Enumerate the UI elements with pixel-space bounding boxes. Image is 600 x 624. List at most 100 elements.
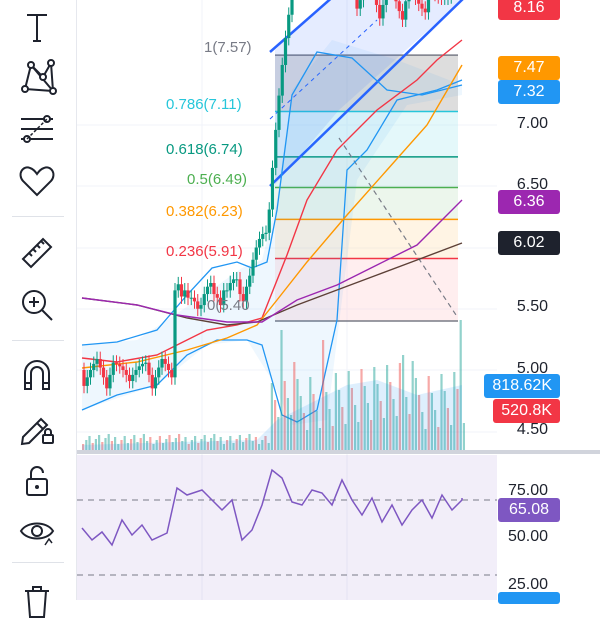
candle-body [190,298,193,299]
lock-drawing-tool[interactable] [14,404,60,450]
price-tick: 7.00 [517,115,548,133]
candle-body [261,234,264,239]
candle-body [186,290,189,297]
candle-body [420,4,423,9]
candle-body [268,210,271,233]
candle-body [401,11,404,20]
bb-price-label: 7.32 [498,80,560,104]
fib-level-label: 0.382(6.23) [166,203,243,220]
candle-body [154,377,157,388]
candle-body [102,368,105,378]
candle-body [196,301,199,308]
xabcd-pattern-icon [17,57,57,97]
candle-body [284,38,287,65]
candle-body [277,96,280,130]
candle-body [248,276,251,287]
rsi-tick: 50.00 [508,528,548,546]
candle-body [251,260,254,276]
candle-body [173,290,176,377]
candle-body [417,0,420,4]
candle-body [131,375,134,381]
ma-price-label: 6.36 [498,190,560,214]
candle-body [404,1,407,19]
unlock-icon [17,461,57,501]
candle-body [407,0,410,1]
candle-body [105,377,108,388]
volume-label: 520.8K [493,399,560,423]
magnet-tool[interactable] [14,352,60,398]
candle-body [118,364,121,366]
ruler-icon [17,233,57,273]
candle-body [183,290,186,296]
fib-level-label: 0.5(6.49) [187,171,247,188]
candle-body [112,363,115,375]
zoom-tool[interactable] [14,282,60,328]
fib-level-label: 1(7.57) [204,39,252,56]
candle-body [160,359,163,368]
delete-tool[interactable] [14,578,60,624]
candle-body [290,0,293,15]
unlock-tool[interactable] [14,458,60,504]
trash-icon [17,581,57,621]
candle-body [264,233,267,234]
toolbar-divider [12,340,64,341]
price-tick: 5.50 [517,298,548,316]
candle-body [99,359,102,368]
fib-level-label: 0.236(5.91) [166,243,243,260]
favorites-tool[interactable] [14,158,60,204]
candle-body [258,239,261,248]
candle-body [138,366,141,370]
candle-body [134,370,137,375]
price-tick: 4.50 [517,421,548,439]
candle-body [128,375,131,381]
ma-price-label: 7.47 [498,56,560,80]
candle-body [167,364,170,370]
fib-level-label: 0.618(6.74) [166,141,243,158]
candle-body [232,279,235,283]
magnet-icon [17,355,57,395]
last-price-label: 8.16 [498,0,560,20]
candle-body [95,359,98,364]
candle-body [125,370,128,375]
candle-body [89,370,92,377]
candle-body [203,294,206,305]
pencil-lock-icon [17,407,57,447]
visibility-tool[interactable] [14,508,60,554]
candle-body [287,15,290,38]
text-tool[interactable] [14,4,60,50]
candle-body [144,363,147,364]
candle-body [141,364,144,366]
candle-body [164,359,167,364]
candle-body [381,5,384,18]
ma-price-label: 6.02 [498,231,560,255]
pattern-tool[interactable] [14,54,60,100]
candle-body [359,0,362,9]
candle-body [394,0,397,1]
drawing-toolbar [0,0,77,600]
volume-ma-label: 818.62K [484,374,560,398]
candle-body [121,366,124,370]
candle-body [427,0,430,12]
rsi-pane [77,455,497,600]
candle-body [199,305,202,309]
heart-icon [17,161,57,201]
candle-body [225,290,228,291]
candle-body [385,0,388,5]
candle-body [378,5,381,18]
candle-body [147,363,150,375]
candle-body [424,9,427,13]
candle-body [177,284,180,290]
candle-body [206,287,209,294]
candle-body [193,298,196,302]
fib-level-label: 0.786(7.11) [166,96,242,113]
candle-body [108,375,111,388]
zoom-in-icon [17,285,57,325]
fibonacci-tool[interactable] [14,106,60,152]
volume-bar [463,423,465,450]
candle-body [238,279,241,294]
candle-body [157,368,160,378]
measure-tool[interactable] [14,230,60,276]
candle-body [281,65,284,96]
candle-body [151,375,154,388]
rsi-value-label: 65.08 [498,498,560,522]
